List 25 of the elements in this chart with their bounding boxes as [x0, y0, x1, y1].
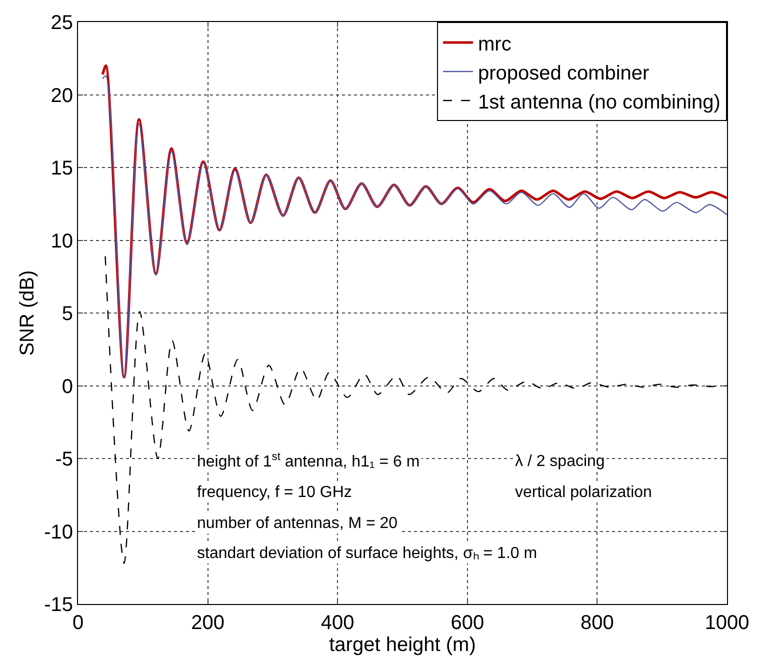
y-tick-label: -10: [44, 521, 73, 544]
y-tick-label: 25: [50, 12, 73, 34]
y-tick-label: 5: [62, 303, 73, 325]
x-tick-label: 400: [320, 612, 354, 634]
y-tick-label: 20: [50, 84, 73, 107]
annotation: number of antennas, M = 20: [197, 515, 398, 532]
legend-label: 1st antenna (no combining): [478, 91, 720, 114]
y-tick-label: -15: [44, 594, 73, 616]
annotation: standart deviation of surface heights, σₕ = 1.0 m: [197, 545, 538, 562]
y-tick-label: 10: [50, 230, 73, 252]
y-tick-label: -5: [55, 448, 73, 470]
annotation: frequency, f = 10 GHz: [197, 484, 352, 501]
x-tick-label: 1000: [704, 612, 750, 634]
y-axis-title: SNR (dB): [16, 270, 39, 356]
y-tick-label: 15: [50, 158, 73, 180]
y-tick-label: 0: [62, 376, 73, 398]
legend-label: proposed combiner: [478, 62, 650, 84]
legend-label: mrc: [478, 33, 512, 56]
x-tick-label: 600: [450, 612, 484, 634]
x-tick-label: 800: [580, 612, 614, 634]
annotation: λ / 2 spacing: [515, 453, 605, 470]
x-axis-title: target height (m): [329, 634, 476, 656]
x-tick-label: 200: [191, 612, 224, 634]
annotation: vertical polarization: [515, 484, 652, 501]
annotation: height of 1$^{st}$ antenna, h1₁ = 6 m: [197, 451, 420, 471]
